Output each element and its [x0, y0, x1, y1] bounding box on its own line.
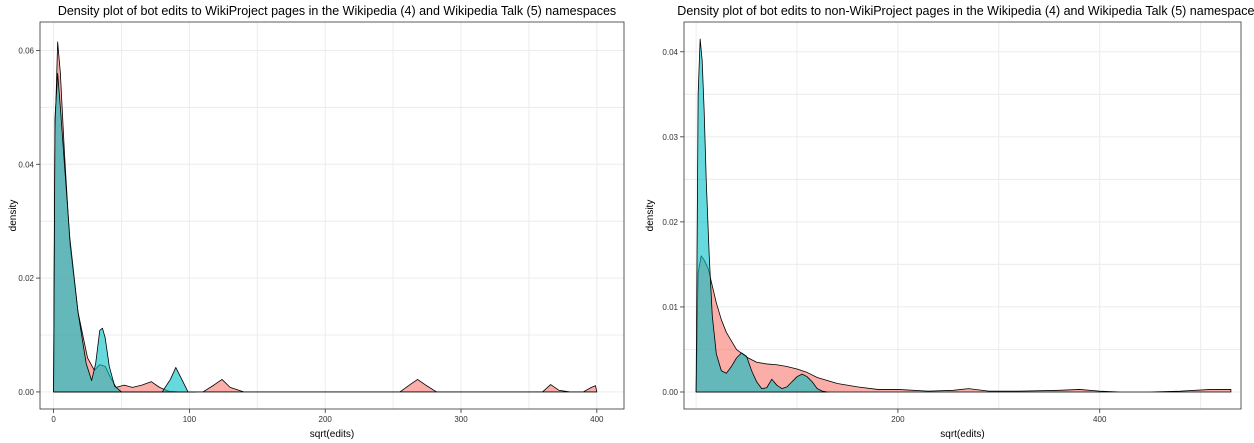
plot-border [39, 21, 625, 410]
y-tick-label: 0.02 [662, 218, 678, 227]
x-tick-label: 100 [183, 415, 197, 424]
y-axis-label: density [8, 200, 19, 232]
y-tick-label: 0.02 [18, 274, 34, 283]
x-tick-label: 200 [319, 415, 333, 424]
chart-title: Density plot of bot edits to WikiProject… [58, 4, 616, 18]
y-tick-label: 0.04 [662, 48, 678, 57]
x-tick-label: 0 [51, 415, 56, 424]
y-axis-label: density [645, 200, 656, 232]
x-tick-label: 200 [891, 415, 905, 424]
chart-panel-1: Density plot of bot edits to WikiProject… [8, 4, 625, 440]
x-axis-label: sqrt(edits) [310, 429, 354, 440]
x-axis-label: sqrt(edits) [940, 429, 984, 440]
plot-background [684, 22, 1241, 409]
x-tick-label: 300 [454, 415, 468, 424]
chart-panel-2: Density plot of bot edits to non-WikiPro… [645, 4, 1254, 440]
y-tick-label: 0.00 [662, 388, 678, 397]
x-tick-label: 400 [590, 415, 604, 424]
y-tick-label: 0.04 [18, 160, 34, 169]
plot-border [683, 21, 1242, 410]
density-area-series-2 [695, 38, 828, 393]
chart-title: Density plot of bot edits to non-WikiPro… [677, 4, 1254, 18]
x-tick-label: 400 [1093, 415, 1107, 424]
y-tick-label: 0.06 [18, 46, 34, 55]
plot-background [40, 22, 624, 409]
y-tick-label: 0.01 [662, 303, 678, 312]
y-tick-label: 0.03 [662, 133, 678, 142]
y-tick-label: 0.00 [18, 388, 34, 397]
density-area-series-2 [53, 72, 197, 393]
